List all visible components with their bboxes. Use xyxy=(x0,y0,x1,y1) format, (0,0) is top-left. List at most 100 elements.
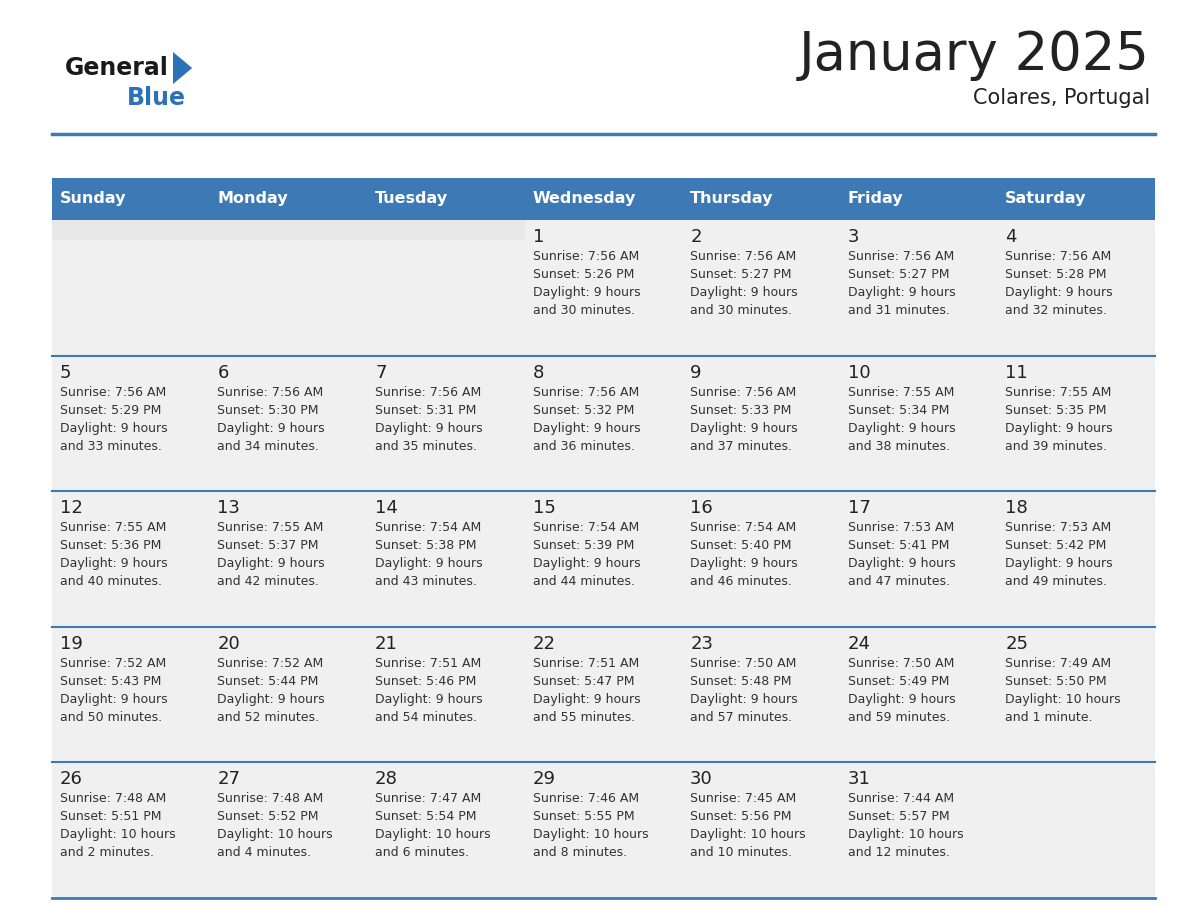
Text: 23: 23 xyxy=(690,635,713,653)
Bar xyxy=(682,355,840,491)
Bar xyxy=(998,763,1155,898)
Text: Sunrise: 7:49 AM
Sunset: 5:50 PM
Daylight: 10 hours
and 1 minute.: Sunrise: 7:49 AM Sunset: 5:50 PM Dayligh… xyxy=(1005,656,1121,723)
Text: 26: 26 xyxy=(59,770,83,789)
Text: 7: 7 xyxy=(375,364,386,382)
Text: 29: 29 xyxy=(532,770,556,789)
Bar xyxy=(840,220,998,355)
Text: Saturday: Saturday xyxy=(1005,192,1087,207)
Text: Sunrise: 7:51 AM
Sunset: 5:47 PM
Daylight: 9 hours
and 55 minutes.: Sunrise: 7:51 AM Sunset: 5:47 PM Dayligh… xyxy=(532,656,640,723)
Bar xyxy=(367,220,525,355)
Text: 20: 20 xyxy=(217,635,240,653)
Text: 22: 22 xyxy=(532,635,556,653)
Text: January 2025: January 2025 xyxy=(800,29,1150,81)
Text: Blue: Blue xyxy=(127,86,187,110)
Text: Sunrise: 7:56 AM
Sunset: 5:29 PM
Daylight: 9 hours
and 33 minutes.: Sunrise: 7:56 AM Sunset: 5:29 PM Dayligh… xyxy=(59,386,168,453)
Text: Sunrise: 7:44 AM
Sunset: 5:57 PM
Daylight: 10 hours
and 12 minutes.: Sunrise: 7:44 AM Sunset: 5:57 PM Dayligh… xyxy=(848,792,963,859)
Text: 25: 25 xyxy=(1005,635,1029,653)
Text: 28: 28 xyxy=(375,770,398,789)
Bar xyxy=(367,627,525,763)
Bar xyxy=(998,627,1155,763)
Text: Sunrise: 7:51 AM
Sunset: 5:46 PM
Daylight: 9 hours
and 54 minutes.: Sunrise: 7:51 AM Sunset: 5:46 PM Dayligh… xyxy=(375,656,482,723)
Text: 11: 11 xyxy=(1005,364,1028,382)
Text: 3: 3 xyxy=(848,228,859,246)
Bar xyxy=(209,355,367,491)
Bar xyxy=(525,355,682,491)
Bar xyxy=(840,627,998,763)
Bar xyxy=(367,355,525,491)
Bar xyxy=(525,178,682,220)
Bar xyxy=(682,491,840,627)
Bar xyxy=(52,763,209,898)
Text: Sunrise: 7:56 AM
Sunset: 5:33 PM
Daylight: 9 hours
and 37 minutes.: Sunrise: 7:56 AM Sunset: 5:33 PM Dayligh… xyxy=(690,386,798,453)
Text: Tuesday: Tuesday xyxy=(375,192,448,207)
Bar xyxy=(998,355,1155,491)
Bar xyxy=(209,220,367,241)
Text: Sunrise: 7:56 AM
Sunset: 5:27 PM
Daylight: 9 hours
and 31 minutes.: Sunrise: 7:56 AM Sunset: 5:27 PM Dayligh… xyxy=(848,250,955,317)
Text: 16: 16 xyxy=(690,499,713,517)
Text: Sunrise: 7:55 AM
Sunset: 5:36 PM
Daylight: 9 hours
and 40 minutes.: Sunrise: 7:55 AM Sunset: 5:36 PM Dayligh… xyxy=(59,521,168,588)
Text: Sunrise: 7:55 AM
Sunset: 5:35 PM
Daylight: 9 hours
and 39 minutes.: Sunrise: 7:55 AM Sunset: 5:35 PM Dayligh… xyxy=(1005,386,1113,453)
Text: Sunrise: 7:56 AM
Sunset: 5:32 PM
Daylight: 9 hours
and 36 minutes.: Sunrise: 7:56 AM Sunset: 5:32 PM Dayligh… xyxy=(532,386,640,453)
Bar xyxy=(52,627,209,763)
Text: Wednesday: Wednesday xyxy=(532,192,636,207)
Bar xyxy=(209,178,367,220)
Bar xyxy=(52,355,209,491)
Text: Sunrise: 7:56 AM
Sunset: 5:31 PM
Daylight: 9 hours
and 35 minutes.: Sunrise: 7:56 AM Sunset: 5:31 PM Dayligh… xyxy=(375,386,482,453)
Bar xyxy=(525,491,682,627)
Bar xyxy=(209,763,367,898)
Text: Sunrise: 7:53 AM
Sunset: 5:42 PM
Daylight: 9 hours
and 49 minutes.: Sunrise: 7:53 AM Sunset: 5:42 PM Dayligh… xyxy=(1005,521,1113,588)
Text: Sunrise: 7:54 AM
Sunset: 5:40 PM
Daylight: 9 hours
and 46 minutes.: Sunrise: 7:54 AM Sunset: 5:40 PM Dayligh… xyxy=(690,521,798,588)
Bar xyxy=(998,178,1155,220)
Text: 12: 12 xyxy=(59,499,83,517)
Bar xyxy=(367,178,525,220)
Text: Sunrise: 7:56 AM
Sunset: 5:27 PM
Daylight: 9 hours
and 30 minutes.: Sunrise: 7:56 AM Sunset: 5:27 PM Dayligh… xyxy=(690,250,798,317)
Polygon shape xyxy=(173,52,192,84)
Bar xyxy=(525,627,682,763)
Bar xyxy=(52,491,209,627)
Text: 15: 15 xyxy=(532,499,556,517)
Bar xyxy=(367,763,525,898)
Text: Monday: Monday xyxy=(217,192,287,207)
Text: Sunrise: 7:47 AM
Sunset: 5:54 PM
Daylight: 10 hours
and 6 minutes.: Sunrise: 7:47 AM Sunset: 5:54 PM Dayligh… xyxy=(375,792,491,859)
Bar xyxy=(998,220,1155,355)
Bar xyxy=(998,491,1155,627)
Text: Sunrise: 7:46 AM
Sunset: 5:55 PM
Daylight: 10 hours
and 8 minutes.: Sunrise: 7:46 AM Sunset: 5:55 PM Dayligh… xyxy=(532,792,649,859)
Bar xyxy=(840,178,998,220)
Text: Sunrise: 7:56 AM
Sunset: 5:26 PM
Daylight: 9 hours
and 30 minutes.: Sunrise: 7:56 AM Sunset: 5:26 PM Dayligh… xyxy=(532,250,640,317)
Bar xyxy=(840,763,998,898)
Text: 6: 6 xyxy=(217,364,229,382)
Text: Sunrise: 7:48 AM
Sunset: 5:52 PM
Daylight: 10 hours
and 4 minutes.: Sunrise: 7:48 AM Sunset: 5:52 PM Dayligh… xyxy=(217,792,333,859)
Text: Colares, Portugal: Colares, Portugal xyxy=(973,88,1150,108)
Bar xyxy=(840,491,998,627)
Text: Friday: Friday xyxy=(848,192,903,207)
Text: Sunrise: 7:53 AM
Sunset: 5:41 PM
Daylight: 9 hours
and 47 minutes.: Sunrise: 7:53 AM Sunset: 5:41 PM Dayligh… xyxy=(848,521,955,588)
Bar xyxy=(209,491,367,627)
Bar xyxy=(682,220,840,355)
Bar xyxy=(525,220,682,355)
Text: Sunrise: 7:52 AM
Sunset: 5:44 PM
Daylight: 9 hours
and 52 minutes.: Sunrise: 7:52 AM Sunset: 5:44 PM Dayligh… xyxy=(217,656,326,723)
Text: 13: 13 xyxy=(217,499,240,517)
Bar xyxy=(525,763,682,898)
Bar xyxy=(52,220,209,241)
Text: 4: 4 xyxy=(1005,228,1017,246)
Text: Sunrise: 7:50 AM
Sunset: 5:48 PM
Daylight: 9 hours
and 57 minutes.: Sunrise: 7:50 AM Sunset: 5:48 PM Dayligh… xyxy=(690,656,798,723)
Text: Sunrise: 7:48 AM
Sunset: 5:51 PM
Daylight: 10 hours
and 2 minutes.: Sunrise: 7:48 AM Sunset: 5:51 PM Dayligh… xyxy=(59,792,176,859)
Bar xyxy=(840,355,998,491)
Text: Sunrise: 7:55 AM
Sunset: 5:34 PM
Daylight: 9 hours
and 38 minutes.: Sunrise: 7:55 AM Sunset: 5:34 PM Dayligh… xyxy=(848,386,955,453)
Text: 9: 9 xyxy=(690,364,702,382)
Text: 30: 30 xyxy=(690,770,713,789)
Text: Sunrise: 7:54 AM
Sunset: 5:38 PM
Daylight: 9 hours
and 43 minutes.: Sunrise: 7:54 AM Sunset: 5:38 PM Dayligh… xyxy=(375,521,482,588)
Text: 10: 10 xyxy=(848,364,871,382)
Text: 14: 14 xyxy=(375,499,398,517)
Text: 21: 21 xyxy=(375,635,398,653)
Bar xyxy=(209,627,367,763)
Text: 24: 24 xyxy=(848,635,871,653)
Bar xyxy=(52,178,209,220)
Text: Sunday: Sunday xyxy=(59,192,126,207)
Text: General: General xyxy=(65,56,169,80)
Text: 27: 27 xyxy=(217,770,240,789)
Bar xyxy=(52,220,209,355)
Text: Sunrise: 7:56 AM
Sunset: 5:28 PM
Daylight: 9 hours
and 32 minutes.: Sunrise: 7:56 AM Sunset: 5:28 PM Dayligh… xyxy=(1005,250,1113,317)
Bar xyxy=(367,220,525,241)
Text: Sunrise: 7:45 AM
Sunset: 5:56 PM
Daylight: 10 hours
and 10 minutes.: Sunrise: 7:45 AM Sunset: 5:56 PM Dayligh… xyxy=(690,792,805,859)
